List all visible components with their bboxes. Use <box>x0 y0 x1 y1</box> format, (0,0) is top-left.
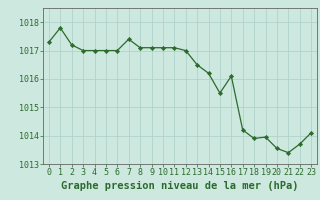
X-axis label: Graphe pression niveau de la mer (hPa): Graphe pression niveau de la mer (hPa) <box>61 181 299 191</box>
